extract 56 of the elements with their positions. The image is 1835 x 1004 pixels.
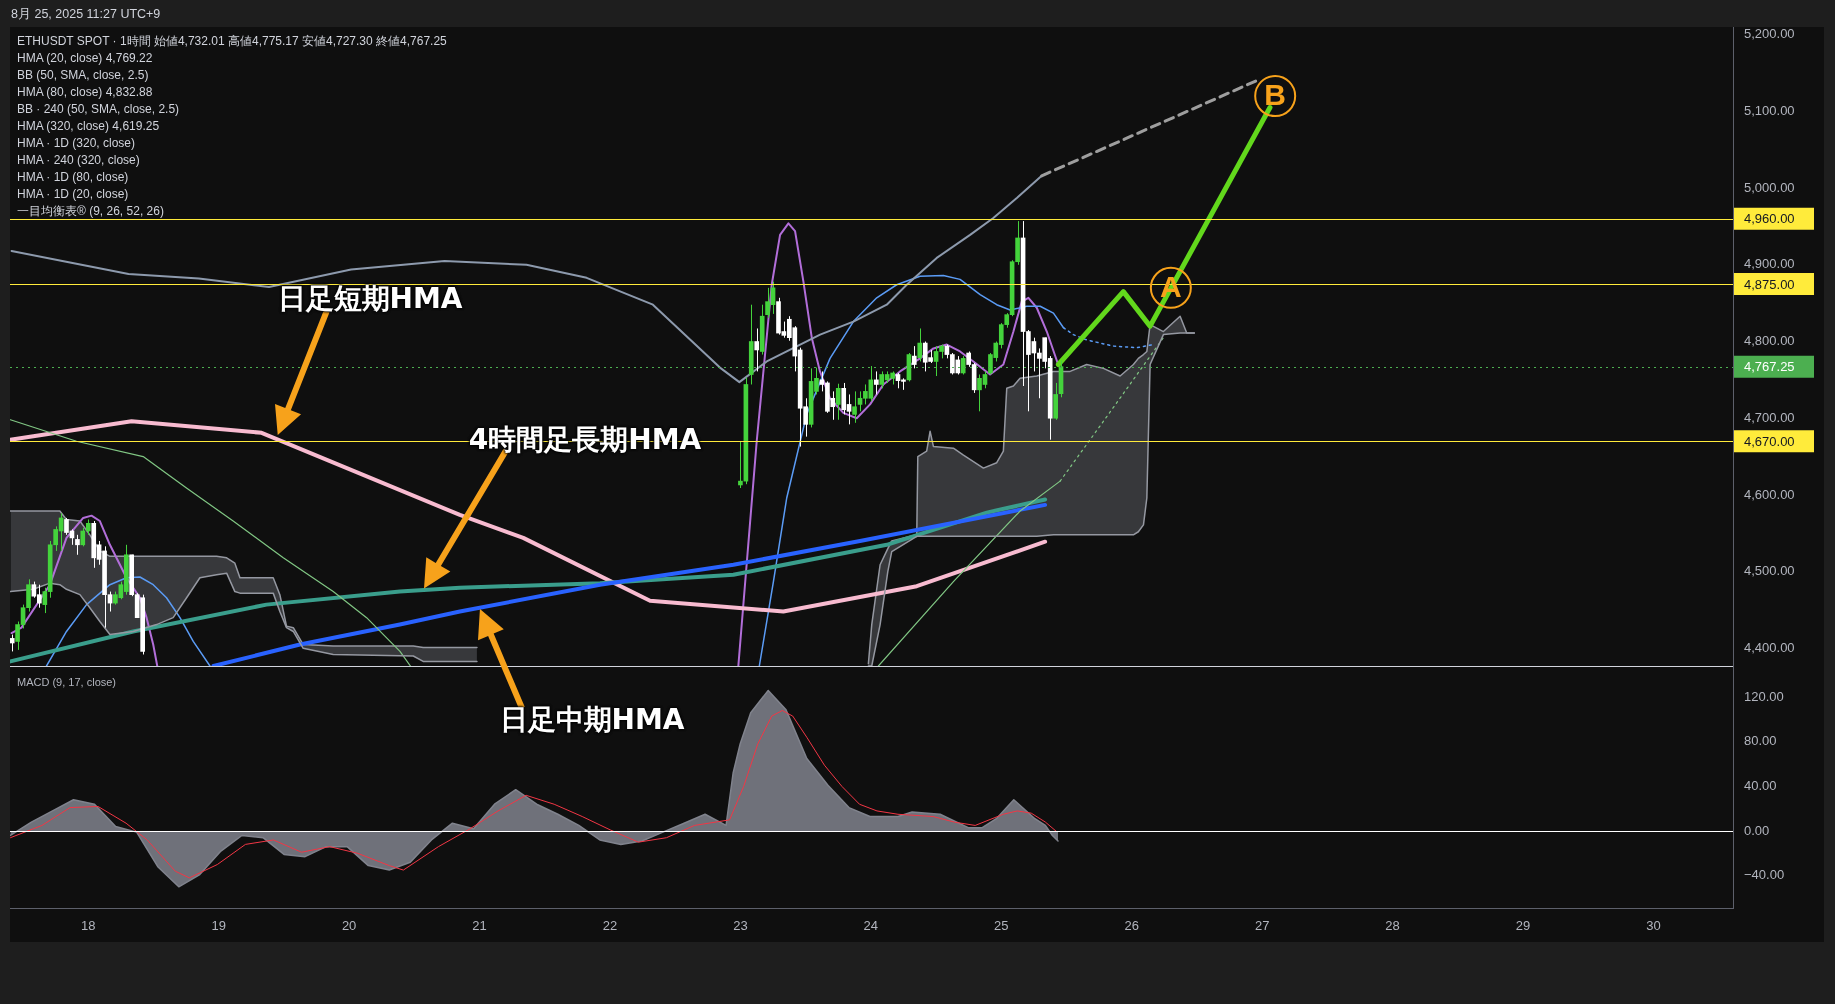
- annotation: HMA · 1D (80, close): [17, 169, 130, 186]
- y-tick-label: 80.00: [1744, 733, 1777, 749]
- y-tick-label: −40.00: [1744, 867, 1785, 883]
- chart-title: 8月 25, 2025 11:27 UTC+9: [11, 6, 161, 22]
- x-tick-label: 29: [1515, 918, 1531, 934]
- candlestick: [911, 345, 917, 369]
- annotation: HMA (320, close) 4,619.25: [17, 118, 161, 135]
- candlestick: [917, 327, 923, 362]
- x-tick-label: 22: [602, 918, 618, 934]
- y-tick-label: 4,400.00: [1744, 639, 1795, 655]
- ref-line-label: 4,767.25: [1744, 359, 1795, 375]
- ref-line-label: 4,875.00: [1744, 276, 1795, 292]
- y-tick-label: 4,600.00: [1744, 486, 1795, 502]
- candlestick: [754, 327, 760, 372]
- y-tick-label: 4,800.00: [1744, 333, 1795, 349]
- annotation: HMA · 240 (320, close): [17, 152, 141, 169]
- x-tick-label: 25: [994, 918, 1009, 934]
- annotation: 日足中期HMA: [499, 703, 685, 736]
- annotation: HMA (80, close) 4,832.88: [17, 84, 154, 101]
- y-tick-label: 5,200.00: [1744, 26, 1795, 42]
- x-tick-label: 18: [81, 918, 96, 934]
- annotation: BB (50, SMA, close, 2.5): [17, 67, 150, 84]
- x-tick-label: 27: [1254, 918, 1270, 934]
- annotation: HMA (20, close) 4,769.22: [17, 50, 154, 67]
- annotation: 日足短期HMA: [277, 282, 463, 315]
- y-tick-label: 5,100.00: [1744, 102, 1795, 118]
- annotation: ETHUSDT SPOT · 1時間 始値4,732.01 高値4,775.17 安値4,727.30 終値4,767.25: [17, 33, 447, 50]
- ref-line-label: 4,670.00: [1744, 433, 1795, 449]
- x-tick-label: 24: [863, 918, 879, 934]
- annotation: BB · 240 (50, SMA, close, 2.5): [17, 101, 181, 118]
- x-tick-label: 20: [341, 918, 357, 934]
- candlestick: [841, 382, 847, 415]
- y-tick-label: 0.00: [1744, 822, 1770, 838]
- annotation: B: [1264, 78, 1287, 112]
- candlestick: [874, 370, 879, 395]
- x-tick-label: 19: [211, 918, 226, 934]
- y-tick-label: 4,900.00: [1744, 256, 1795, 272]
- y-tick-label: 4,700.00: [1744, 409, 1795, 425]
- candlestick: [80, 527, 86, 547]
- candlestick: [852, 390, 857, 424]
- annotation: 一目均衡表® (9, 26, 52, 26): [17, 203, 165, 220]
- ref-line-label: 4,960.00: [1744, 211, 1795, 227]
- x-tick-label: 26: [1124, 918, 1139, 934]
- annotation: HMA · 1D (320, close): [17, 135, 137, 152]
- text: MACD (9, 17, close): [17, 675, 117, 690]
- x-tick-label: 30: [1646, 918, 1661, 934]
- y-tick-label: 120.00: [1744, 688, 1784, 704]
- x-tick-label: 28: [1385, 918, 1400, 934]
- y-tick-label: 5,000.00: [1744, 179, 1795, 195]
- candlestick: [75, 534, 80, 556]
- x-tick-label: 21: [472, 918, 487, 934]
- x-tick-label: 23: [733, 918, 748, 934]
- y-tick-label: 4,500.00: [1744, 563, 1795, 579]
- y-tick-label: 40.00: [1744, 777, 1777, 793]
- annotation: HMA · 1D (20, close): [17, 186, 130, 203]
- candlestick: [738, 440, 743, 489]
